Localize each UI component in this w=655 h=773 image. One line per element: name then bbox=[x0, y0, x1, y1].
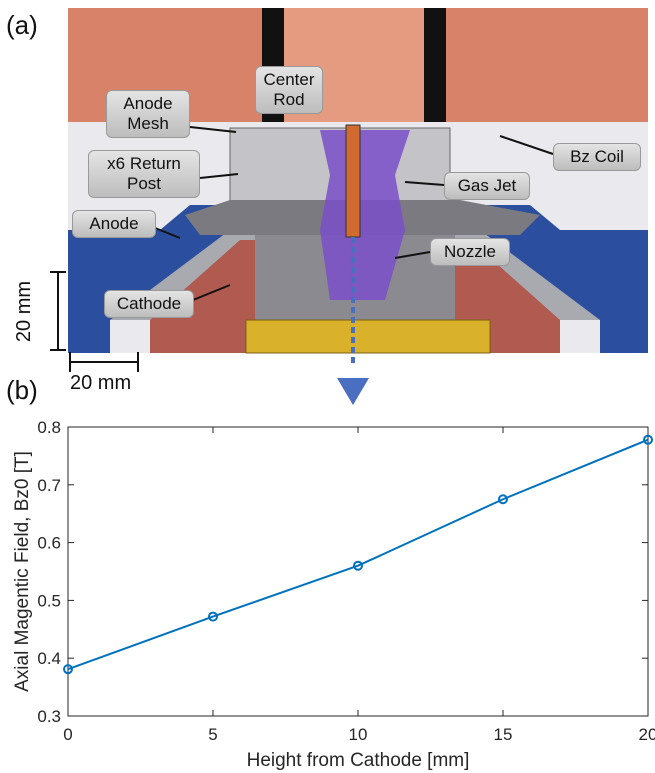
axis-arrow bbox=[337, 378, 369, 405]
x-tick-label: 0 bbox=[63, 725, 72, 744]
diagram-label: Nozzle bbox=[430, 238, 510, 266]
x-tick-label: 10 bbox=[349, 725, 368, 744]
y-axis-label: Axial Magentic Field, Bz0 [T] bbox=[12, 451, 33, 692]
diagram-label: Gas Jet bbox=[444, 172, 530, 200]
y-tick-label: 0.4 bbox=[37, 649, 61, 668]
x-tick-label: 15 bbox=[494, 725, 513, 744]
center-rod bbox=[346, 125, 360, 237]
panel-label: (a) bbox=[6, 10, 38, 41]
y-tick-label: 0.5 bbox=[37, 591, 61, 610]
diagram-label: x6 Return Post bbox=[88, 150, 200, 198]
diagram-label: Cathode bbox=[104, 290, 194, 318]
cad-render bbox=[50, 8, 648, 405]
x-tick-label: 5 bbox=[208, 725, 217, 744]
diagram-label: Anode Mesh bbox=[106, 90, 190, 138]
base bbox=[246, 320, 490, 353]
x-axis-label: Height from Cathode [mm] bbox=[247, 750, 470, 771]
diagram-label: Center Rod bbox=[255, 66, 323, 114]
x-tick-label: 20 bbox=[639, 725, 655, 744]
coil-gap bbox=[424, 8, 446, 122]
figure: 0.3 0.4 0.5 0.6 0.7 0.8 0 5 10 15 20 Height from Ca… bbox=[0, 0, 655, 773]
y-tick-label: 0.6 bbox=[37, 534, 61, 553]
panel-label: (b) bbox=[6, 375, 38, 406]
y-tick-label: 0.7 bbox=[37, 476, 61, 495]
y-tick-label: 0.8 bbox=[37, 418, 61, 437]
diagram-label: Bz Coil bbox=[553, 143, 641, 171]
scale-label: 20 mm bbox=[13, 281, 36, 342]
scale-label: 20 mm bbox=[70, 372, 131, 395]
y-tick-label: 0.3 bbox=[37, 707, 61, 726]
diagram-label: Anode bbox=[72, 210, 156, 238]
axes-box bbox=[68, 427, 648, 716]
